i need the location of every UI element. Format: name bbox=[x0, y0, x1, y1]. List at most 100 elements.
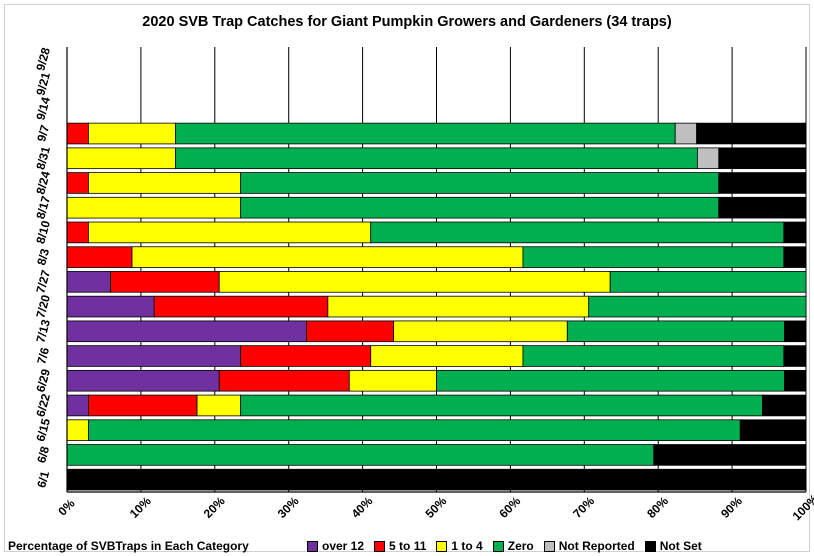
y-tick-label: 8/10 bbox=[33, 219, 53, 245]
chart-legend: over 12 5 to 11 1 to 4 Zero Not Reported Not … bbox=[307, 538, 702, 554]
bar-segment bbox=[566, 320, 785, 343]
bar-segment bbox=[674, 122, 698, 145]
legend-label: Zero bbox=[507, 539, 534, 553]
y-tick-label: 7/27 bbox=[33, 268, 53, 294]
legend-item: Not Reported bbox=[543, 539, 635, 553]
bar-segment bbox=[436, 369, 785, 392]
y-tick-label: 9/14 bbox=[33, 95, 53, 121]
y-tick-label: 7/6 bbox=[34, 346, 52, 366]
bar-segment bbox=[88, 122, 177, 145]
bar-segment bbox=[66, 345, 242, 367]
bar-segment bbox=[783, 246, 806, 268]
bar-segment bbox=[783, 221, 806, 244]
bar-segment bbox=[783, 345, 806, 367]
legend-swatch bbox=[492, 540, 504, 552]
x-tick-label: 70% bbox=[570, 494, 597, 521]
legend-label: over 12 bbox=[322, 539, 365, 553]
y-tick-label: 9/21 bbox=[33, 70, 53, 96]
bar-segment bbox=[66, 221, 89, 244]
bar-segment bbox=[522, 345, 785, 367]
bar-segment bbox=[66, 468, 807, 491]
bar-segment bbox=[66, 196, 242, 219]
legend-item: Not Set bbox=[644, 539, 702, 553]
legend-swatch bbox=[436, 540, 448, 552]
legend-swatch bbox=[307, 540, 318, 552]
chart-title: 2020 SVB Trap Catches for Giant Pumpkin … bbox=[142, 14, 672, 30]
bar-segment bbox=[393, 320, 568, 343]
legend-item: over 12 bbox=[307, 539, 364, 553]
legend-label: Not Reported bbox=[558, 539, 635, 553]
bar-segment bbox=[327, 295, 590, 318]
x-tick-label: 20% bbox=[201, 494, 228, 521]
bar-segment bbox=[218, 369, 350, 392]
y-tick-label: 7/20 bbox=[33, 293, 53, 319]
y-tick-label: 6/1 bbox=[34, 469, 52, 489]
bar-segment bbox=[218, 271, 611, 293]
legend-item: 5 to 11 bbox=[374, 539, 426, 553]
x-tick-label: 60% bbox=[496, 494, 523, 521]
bar-segment bbox=[66, 419, 89, 441]
bar-segment bbox=[653, 444, 807, 466]
y-tick-label: 9/7 bbox=[34, 123, 52, 143]
bar-segment bbox=[153, 295, 329, 318]
legend-label: Not Set bbox=[659, 539, 702, 553]
legend-label: 5 to 11 bbox=[389, 539, 427, 553]
bar-segment bbox=[609, 271, 807, 293]
bar-segment bbox=[88, 172, 242, 194]
legend-swatch bbox=[543, 540, 555, 552]
bar-segment bbox=[88, 221, 372, 244]
bar-segment bbox=[718, 147, 807, 170]
x-tick-label: 40% bbox=[349, 494, 376, 521]
bar-segment bbox=[66, 394, 89, 417]
bar-segment bbox=[784, 369, 807, 392]
bar-segment bbox=[739, 419, 806, 441]
bar-segment bbox=[66, 369, 220, 392]
bar-segment bbox=[196, 394, 242, 417]
bar-segment bbox=[348, 369, 437, 392]
bar-segment bbox=[66, 122, 89, 145]
bar-segment bbox=[175, 122, 676, 145]
bar-segment bbox=[88, 419, 741, 441]
bar-segment bbox=[66, 320, 307, 343]
legend-item: 1 to 4 bbox=[436, 539, 483, 553]
y-tick-label: 8/3 bbox=[34, 247, 52, 267]
x-tick-label: 0% bbox=[55, 496, 77, 518]
bar-segment bbox=[761, 394, 807, 417]
bar-segment bbox=[240, 394, 763, 417]
bar-segment bbox=[588, 295, 807, 318]
legend-swatch bbox=[374, 540, 386, 552]
x-tick-label: 10% bbox=[127, 494, 154, 521]
bar-segment bbox=[175, 147, 698, 170]
bar-segment bbox=[522, 246, 785, 268]
bar-segment bbox=[66, 444, 655, 466]
y-tick-label: 6/29 bbox=[33, 367, 53, 393]
bar-segment bbox=[110, 271, 220, 293]
bar-segment bbox=[66, 172, 89, 194]
y-tick-label: 8/17 bbox=[33, 194, 53, 220]
bar-segment bbox=[240, 196, 720, 219]
bar-segment bbox=[131, 246, 524, 268]
bar-segment bbox=[696, 122, 806, 145]
x-tick-label: 90% bbox=[718, 494, 745, 521]
y-tick-label: 6/8 bbox=[34, 445, 52, 465]
x-tick-label: 50% bbox=[422, 494, 449, 521]
bar-segment bbox=[306, 320, 395, 343]
x-tick-label: 30% bbox=[275, 494, 302, 521]
bar-segment bbox=[66, 147, 177, 170]
bar-segment bbox=[66, 246, 133, 268]
bar-segment bbox=[240, 345, 372, 367]
legend-item: Zero bbox=[492, 539, 534, 553]
bar-segment bbox=[88, 394, 198, 417]
legend-label: 1 to 4 bbox=[451, 539, 483, 553]
bar-segment bbox=[370, 221, 785, 244]
bar-segment bbox=[240, 172, 720, 194]
bar-segment bbox=[784, 320, 807, 343]
x-tick-label: 100% bbox=[790, 491, 814, 523]
bar-segment bbox=[718, 196, 807, 219]
x-axis-label: Percentage of SVBTraps in Each Category bbox=[8, 539, 249, 553]
y-tick-label: 6/22 bbox=[33, 392, 53, 418]
y-tick-label: 8/31 bbox=[33, 145, 53, 171]
x-tick-label: 80% bbox=[644, 494, 671, 521]
bar-segment bbox=[66, 295, 155, 318]
